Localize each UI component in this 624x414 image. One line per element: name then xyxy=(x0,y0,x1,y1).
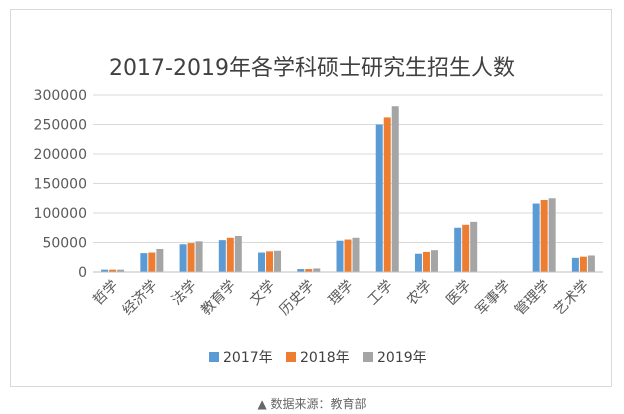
bar-2-7 xyxy=(344,239,352,272)
y-tick-label: 100000 xyxy=(34,206,87,222)
bar-1-10 xyxy=(454,227,462,272)
x-category-label: 管理学 xyxy=(512,278,553,319)
bar-2-6 xyxy=(305,269,313,272)
x-category-label: 文学 xyxy=(247,278,278,309)
legend-label: 2017年 xyxy=(223,350,273,366)
bar-3-3 xyxy=(195,241,203,272)
bar-3-9 xyxy=(430,250,438,272)
chart-svg: 0 50000 100000 150000 200000 250000 300000 哲学经济… xyxy=(34,88,603,366)
bar-3-5 xyxy=(274,250,282,272)
data-source-caption: ▲ 数据来源：教育部 xyxy=(257,397,367,411)
bar-2-8 xyxy=(383,117,391,272)
bar-1-4 xyxy=(218,240,226,272)
bar-2-3 xyxy=(187,243,195,272)
bar-2-10 xyxy=(462,224,470,272)
bar-3-13 xyxy=(587,255,595,272)
legend-swatch-2 xyxy=(286,352,296,362)
bar-3-1 xyxy=(117,269,125,272)
bar-3-10 xyxy=(470,221,478,272)
bar-1-7 xyxy=(336,240,344,272)
bar-1-6 xyxy=(297,269,305,272)
bar-2-12 xyxy=(540,200,548,272)
x-category-label: 理学 xyxy=(326,278,357,309)
y-tick-label: 200000 xyxy=(34,147,87,163)
x-category-label: 工学 xyxy=(365,278,396,309)
x-category-label: 历史学 xyxy=(277,278,318,319)
x-category-label: 经济学 xyxy=(120,278,161,319)
bar-1-1 xyxy=(101,269,109,272)
y-tick-label: 150000 xyxy=(34,177,87,193)
bar-2-4 xyxy=(226,237,234,272)
x-category-label: 艺术学 xyxy=(551,278,592,319)
bar-1-9 xyxy=(414,253,422,272)
chart-card: 2017-2019年各学科硕士研究生招生人数 0 50000 100000 15000… xyxy=(10,9,612,387)
x-category-label: 法学 xyxy=(169,278,200,309)
bar-1-2 xyxy=(140,253,148,272)
x-category-label: 军事学 xyxy=(473,278,514,319)
legend-swatch-1 xyxy=(209,352,219,362)
bar-1-3 xyxy=(179,244,187,272)
bar-2-13 xyxy=(579,256,587,272)
bar-3-6 xyxy=(313,268,321,272)
bar-1-12 xyxy=(532,203,540,272)
bar-3-4 xyxy=(234,236,242,272)
legend-label: 2018年 xyxy=(300,350,350,366)
bar-3-12 xyxy=(548,198,556,272)
y-tick-label: 0 xyxy=(78,265,87,281)
x-category-label: 医学 xyxy=(443,278,474,309)
bar-2-9 xyxy=(422,251,430,272)
bar-1-13 xyxy=(571,257,579,272)
y-tick-label: 300000 xyxy=(34,88,87,104)
x-category-label: 农学 xyxy=(404,278,435,309)
bar-2-2 xyxy=(148,252,156,272)
bar-3-2 xyxy=(156,248,164,272)
bar-1-8 xyxy=(375,124,383,272)
legend-swatch-3 xyxy=(363,352,373,362)
bar-3-7 xyxy=(352,237,360,272)
y-tick-label: 250000 xyxy=(34,118,87,134)
bar-3-8 xyxy=(391,106,399,273)
bar-2-5 xyxy=(266,251,274,272)
y-tick-label: 50000 xyxy=(42,236,87,252)
x-category-label: 教育学 xyxy=(198,278,239,319)
x-category-label: 哲学 xyxy=(90,278,121,309)
chart-title: 2017-2019年各学科硕士研究生招生人数 xyxy=(109,56,515,81)
bar-1-5 xyxy=(258,252,266,272)
legend-label: 2019年 xyxy=(377,350,427,366)
bar-2-1 xyxy=(109,269,117,272)
